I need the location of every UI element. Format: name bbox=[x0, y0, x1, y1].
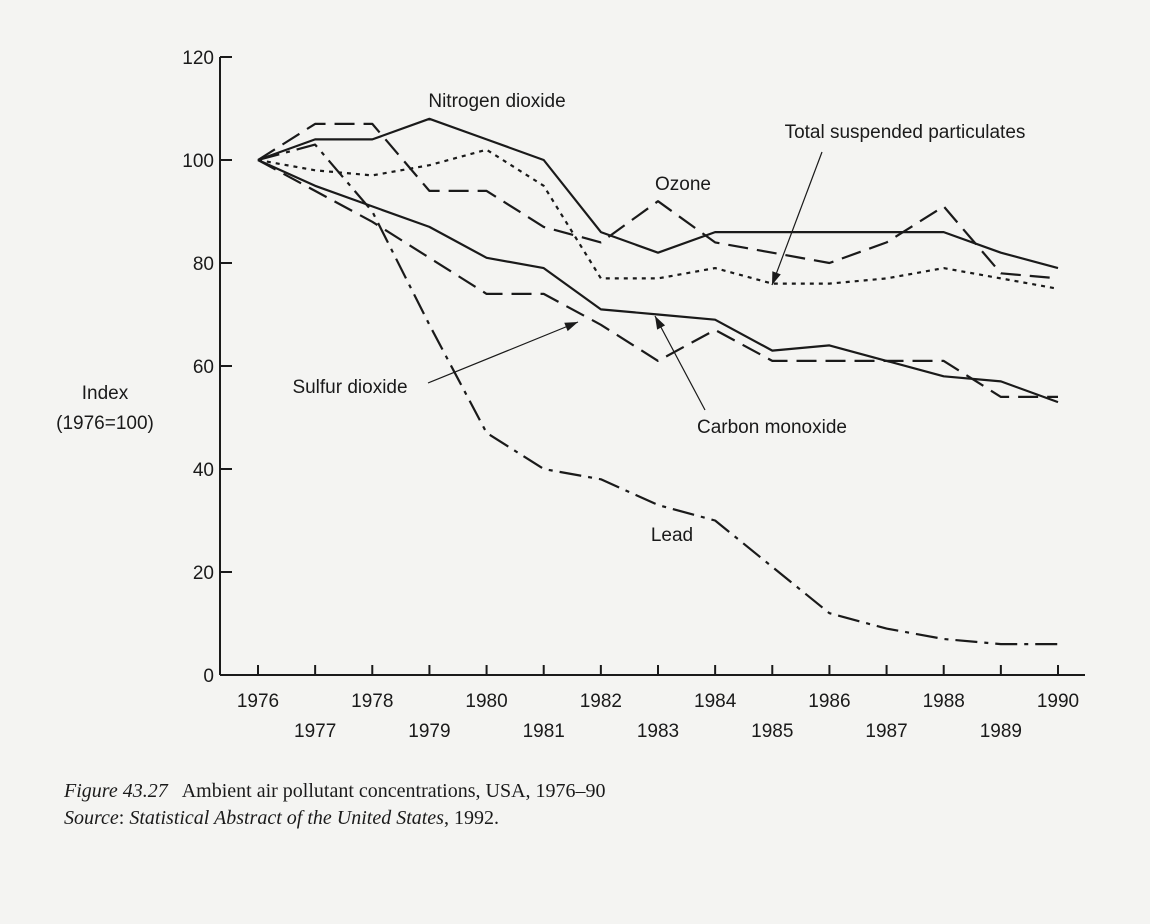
series-label-sulfur-dioxide: Sulfur dioxide bbox=[292, 377, 407, 398]
figure-title: Ambient air pollutant concentrations, US… bbox=[181, 780, 606, 802]
line-chart: 0 20 40 60 80 100 120 1976 1978 1980 1982 1984 1986 1… bbox=[56, 48, 1085, 742]
x-tick-label: 1976 bbox=[237, 691, 279, 712]
caption-source-line: Source: Statistical Abstract of the Unit… bbox=[64, 807, 499, 829]
series-label-lead: Lead bbox=[651, 525, 693, 546]
arrow-total-suspended-particulates-head bbox=[772, 271, 781, 285]
x-tick-label: 1983 bbox=[637, 721, 679, 742]
series-label-nitrogen-dioxide: Nitrogen dioxide bbox=[428, 91, 565, 112]
series-label-carbon-monoxide: Carbon monoxide bbox=[697, 417, 847, 438]
series-label-ozone: Ozone bbox=[655, 174, 711, 195]
series-line-lead bbox=[257, 143, 1058, 646]
x-tick-label: 1981 bbox=[523, 721, 565, 742]
arrow-sulfur-dioxide bbox=[427, 321, 579, 384]
y-tick-label: 20 bbox=[193, 563, 214, 584]
x-tick-label: 1982 bbox=[580, 691, 622, 712]
x-tick-label: 1985 bbox=[751, 721, 793, 742]
y-tick-label: 60 bbox=[193, 357, 214, 378]
series-group bbox=[257, 117, 1059, 646]
source-label: Source bbox=[64, 807, 119, 829]
figure-number: Figure 43.27 bbox=[64, 780, 168, 802]
series-line-ozone bbox=[257, 122, 1059, 280]
figure-caption: Figure 43.27 Ambient air pollutant concen… bbox=[64, 778, 1104, 832]
x-tick-label: 1988 bbox=[923, 691, 965, 712]
x-tick-label: 1980 bbox=[465, 691, 507, 712]
x-tick-label: 1984 bbox=[694, 691, 737, 712]
x-tick-label: 1990 bbox=[1037, 691, 1079, 712]
y-tick-label: 80 bbox=[193, 254, 214, 275]
series-line-carbon-monoxide bbox=[257, 158, 1059, 404]
y-tick-label: 100 bbox=[182, 151, 214, 172]
y-tick-label: 40 bbox=[193, 460, 214, 481]
source-title: Statistical Abstract of the United State… bbox=[129, 807, 444, 829]
arrow-carbon-monoxide-head bbox=[655, 316, 666, 330]
x-tick-label: 1978 bbox=[351, 691, 393, 712]
x-tick-label: 1987 bbox=[865, 721, 907, 742]
y-tick-label: 120 bbox=[182, 48, 214, 69]
y-axis-label: (1976=100) bbox=[56, 413, 154, 434]
series-line-total-suspended-particulates bbox=[257, 148, 1059, 290]
arrow-total-suspended-particulates bbox=[771, 151, 823, 286]
source-year: , 1992. bbox=[443, 807, 499, 829]
caption-title-line: Figure 43.27 Ambient air pollutant concen… bbox=[64, 778, 1104, 805]
series-line-sulfur-dioxide bbox=[257, 159, 1058, 398]
arrow-sulfur-dioxide-head bbox=[564, 322, 578, 332]
x-tick-label: 1989 bbox=[980, 721, 1022, 742]
series-label-total-suspended-particulates: Total suspended particulates bbox=[785, 122, 1026, 143]
y-tick-label: 0 bbox=[203, 666, 214, 687]
series-line-nitrogen-dioxide bbox=[257, 117, 1059, 270]
x-tick-label: 1986 bbox=[808, 691, 850, 712]
annotations: Nitrogen dioxide Total suspended particul… bbox=[292, 91, 1025, 546]
x-tick-label: 1979 bbox=[408, 721, 450, 742]
y-axis-label: Index bbox=[82, 383, 129, 404]
x-tick-label: 1977 bbox=[294, 721, 336, 742]
axes: 0 20 40 60 80 100 120 1976 1978 1980 1982 1984 1986 1… bbox=[56, 48, 1085, 742]
arrow-carbon-monoxide bbox=[654, 315, 706, 411]
